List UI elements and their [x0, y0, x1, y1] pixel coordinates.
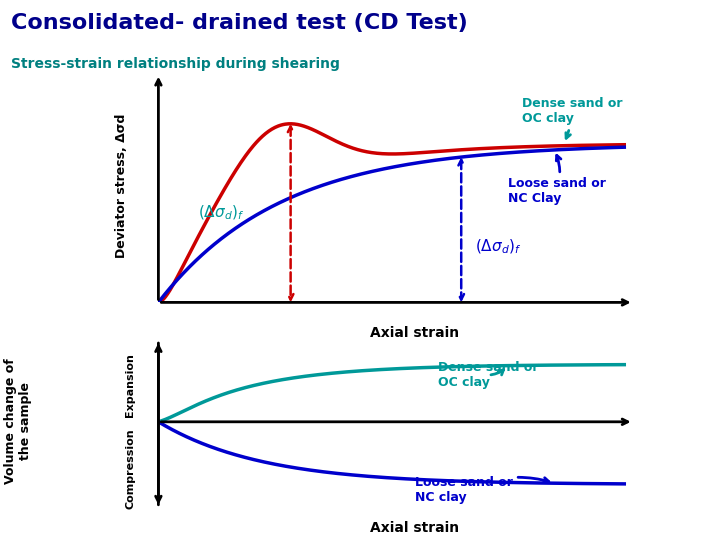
Text: $(\Delta\sigma_d)_f$: $(\Delta\sigma_d)_f$	[197, 204, 244, 222]
Text: $(\Delta\sigma_d)_f$: $(\Delta\sigma_d)_f$	[475, 238, 522, 256]
Text: Loose sand or
NC clay: Loose sand or NC clay	[415, 476, 549, 504]
Text: Loose sand or
NC Clay: Loose sand or NC Clay	[508, 156, 606, 205]
Text: Volume change of
the sample: Volume change of the sample	[4, 359, 32, 484]
Text: Compression: Compression	[125, 429, 135, 509]
Text: Consolidated- drained test (CD Test): Consolidated- drained test (CD Test)	[11, 14, 467, 33]
Text: Expansion: Expansion	[125, 353, 135, 417]
Text: Deviator stress, Δσd: Deviator stress, Δσd	[114, 114, 127, 259]
Text: Dense sand or
OC clay: Dense sand or OC clay	[438, 361, 539, 389]
Text: Axial strain: Axial strain	[370, 326, 459, 340]
Text: Stress-strain relationship during shearing: Stress-strain relationship during sheari…	[11, 57, 340, 71]
Text: Dense sand or
OC clay: Dense sand or OC clay	[522, 97, 622, 138]
Text: Axial strain: Axial strain	[370, 521, 459, 535]
